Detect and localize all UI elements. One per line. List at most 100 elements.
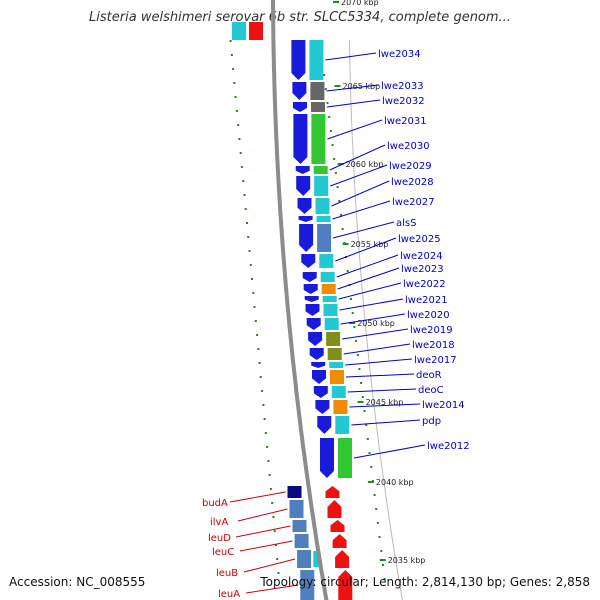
forward-gene-arrow[interactable] [313,386,328,398]
reverse-gene-arrow[interactable] [249,22,263,40]
forward-gene-arrow[interactable] [320,438,334,478]
gene-label[interactable]: leuA [218,589,240,600]
tick-mark [333,1,339,3]
forward-gene-arrow[interactable] [296,176,311,196]
gc-skew-mark [360,382,363,384]
gene-label[interactable]: lwe2018 [412,340,455,351]
gc-skew-mark [323,74,326,76]
reverse-gene-arrow[interactable] [330,520,345,532]
gene-label[interactable]: deoR [416,370,442,381]
gene-label[interactable]: leuD [208,533,231,544]
gene-label[interactable]: lwe2030 [387,141,430,152]
gene-label[interactable]: lwe2032 [382,96,425,107]
gene-label-leader [345,373,415,378]
reverse-gene-arrow[interactable] [325,486,340,498]
gene-label[interactable]: lwe2022 [403,279,446,290]
cog-segment [331,386,346,398]
gene-label[interactable]: lwe2027 [392,197,435,208]
gene-label-leader [329,144,386,171]
gene-label-leader [229,491,286,503]
gene-label[interactable]: ilvA [210,517,228,528]
forward-gene-arrow[interactable] [311,362,326,368]
cog-segment [319,254,334,268]
cog-segment [313,166,328,174]
cog-track [232,22,352,600]
gene-label[interactable]: leuC [212,547,234,558]
cog-segment [330,370,344,384]
gene-label[interactable]: lwe2024 [400,251,443,262]
gene-label[interactable]: lwe2017 [414,355,457,366]
gc-skew-mark [256,334,259,336]
forward-gene-arrow[interactable] [298,216,313,222]
gene-label[interactable]: lwe2029 [389,161,432,172]
gene-label[interactable]: alsS [396,218,416,229]
gc-skew-mark [262,404,265,406]
forward-gene-arrow[interactable] [312,370,326,384]
gene-label[interactable]: lwe2033 [381,81,424,92]
gene-label[interactable]: deoC [418,385,444,396]
cog-segment [294,534,309,548]
cog-segment [320,272,335,282]
gene-label-layer[interactable]: lwe2034 lwe2033 lwe2032 lwe2031 lwe2030 lwe20… [202,49,470,600]
forward-gene-arrow[interactable] [309,348,324,360]
forward-gene-arrow[interactable] [299,224,314,252]
forward-gene-arrow[interactable] [301,254,316,268]
gc-skew-mark [229,40,232,42]
gene-label-leader [326,99,381,108]
gene-label-leader [239,540,293,552]
forward-gene-arrow[interactable] [305,304,320,316]
gene-label[interactable]: lwe2023 [401,264,444,275]
forward-gene-arrow[interactable] [302,272,317,282]
gc-skew-mark [326,102,329,104]
gene-label[interactable]: lwe2028 [391,177,434,188]
gene-label-leader [337,267,400,290]
gene-label[interactable]: lwe2031 [384,116,427,127]
reverse-gene-arrow[interactable] [338,570,353,600]
gene-label[interactable]: lwe2034 [378,49,421,60]
forward-gene-arrow[interactable] [303,284,318,294]
forward-gene-arrow[interactable] [293,102,307,112]
cog-segment [287,486,302,498]
cog-segment [232,22,246,40]
gene-label[interactable]: lwe2025 [398,234,441,245]
gene-label[interactable]: lwe2019 [410,325,453,336]
tick-mark [349,322,356,324]
gene-label-leader [325,52,377,61]
forward-gene-arrow[interactable] [291,40,306,80]
forward-gene-arrow[interactable] [315,400,330,414]
reverse-gene-arrow[interactable] [332,534,347,548]
tick-track: 2070 kbp 2065 kbp 2060 kbp 2055 kbp 2050 kbp… [333,0,425,565]
forward-gene-arrow[interactable] [304,296,319,302]
cog-segment [323,304,338,316]
gene-track[interactable] [249,22,353,600]
gene-label[interactable]: lwe2014 [422,400,465,411]
forward-gene-arrow[interactable] [317,416,332,434]
forward-gene-arrow[interactable] [306,318,321,330]
gene-label[interactable]: lwe2021 [405,295,448,306]
gene-label[interactable]: budA [202,498,228,509]
gc-skew-mark [375,508,378,510]
gc-skew-mark [356,354,359,356]
gene-label[interactable]: lwe2020 [407,310,450,321]
gc-skew-mark [336,186,339,188]
gene-label-leader [330,164,388,187]
forward-gene-arrow[interactable] [292,82,307,100]
reverse-gene-arrow[interactable] [327,500,342,518]
gene-label[interactable]: leuB [216,568,238,579]
forward-gene-arrow[interactable] [297,198,312,214]
gene-label[interactable]: pdp [422,416,441,427]
forward-gene-arrow[interactable] [295,166,310,174]
cog-segment [289,500,304,518]
gc-skew-mark [244,208,247,210]
gene-label[interactable]: lwe2012 [427,441,470,452]
gc-skew-mark [258,362,261,364]
gc-skew-mark [329,130,332,132]
gc-skew-mark [334,172,337,174]
gc-skew-mark [232,68,235,70]
reverse-gene-arrow[interactable] [335,550,350,568]
tick-label: 2040 kbp [376,478,414,487]
forward-gene-arrow[interactable] [308,332,323,346]
tick-mark [334,85,341,87]
forward-gene-arrow[interactable] [293,114,308,164]
